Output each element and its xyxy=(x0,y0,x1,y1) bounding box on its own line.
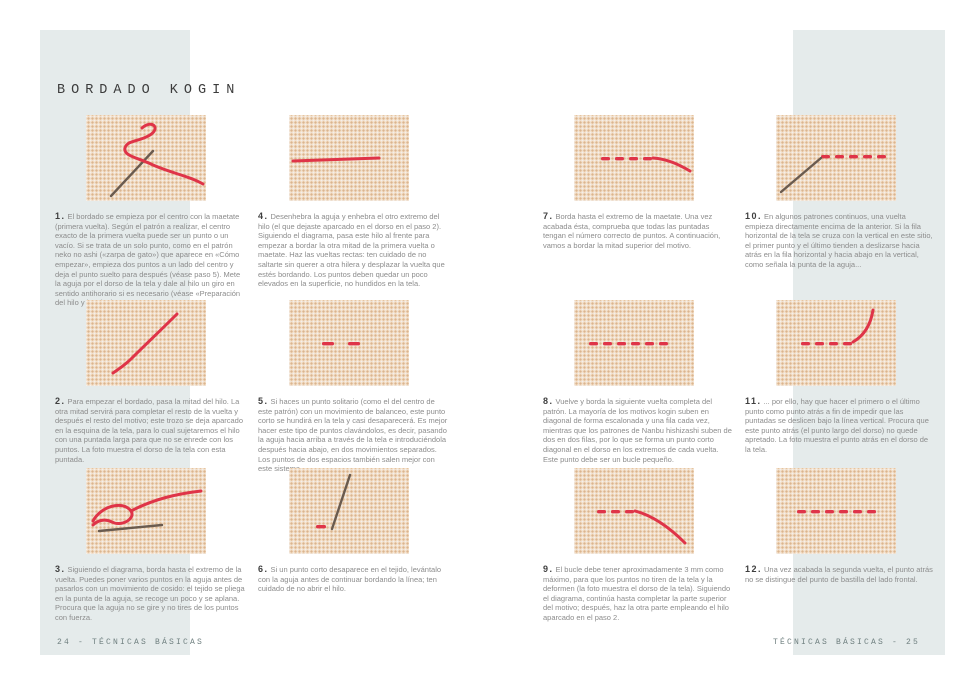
stitch-art xyxy=(111,312,179,375)
step-number: 7. xyxy=(543,211,554,221)
step-5-photo xyxy=(289,300,409,386)
step-text: Si haces un punto solitario (como el del… xyxy=(258,397,448,474)
step-1-caption: 1. El bordado se empieza por el centro co… xyxy=(55,211,245,308)
step-text: ... por ello, hay que hacer el primero o… xyxy=(745,397,929,454)
step-text: Si un punto corto desaparece en el tejid… xyxy=(258,565,442,594)
step-text: Para empezar el bordado, pasa la mitad d… xyxy=(55,397,244,464)
step-number: 11. xyxy=(745,396,762,406)
step-text: Siguiendo el diagrama, borda hasta el ex… xyxy=(55,565,245,622)
stitch-art xyxy=(597,509,687,545)
step-number: 3. xyxy=(55,564,66,574)
step-4: 4. Desenhebra la aguja y enhebra el otro … xyxy=(258,115,448,289)
step-11: 11.... por ello, hay que hacer el primer… xyxy=(745,300,935,455)
step-text: Borda hasta el extremo de la maetate. Un… xyxy=(543,212,721,250)
step-8: 8. Vuelve y borda la siguiente vuelta com… xyxy=(543,300,733,464)
step-8-photo xyxy=(574,300,694,386)
step-1-photo xyxy=(86,115,206,201)
step-number: 6. xyxy=(258,564,269,574)
step-10-photo xyxy=(776,115,896,201)
step-8-caption: 8. Vuelve y borda la siguiente vuelta com… xyxy=(543,396,733,464)
step-3: 3. Siguiendo el diagrama, borda hasta el … xyxy=(55,468,245,623)
step-text: En algunos patrones continuos, una vuelt… xyxy=(745,212,933,269)
page-title: BORDADO KOGIN xyxy=(57,83,241,98)
column-steps-10-12: 10. En algunos patrones continuos, una vu… xyxy=(745,0,935,700)
column-steps-1-3: 1. El bordado se empieza por el centro co… xyxy=(55,0,245,700)
step-12: 12. Una vez acabada la segunda vuelta, el… xyxy=(745,468,935,584)
step-number: 1. xyxy=(55,211,66,221)
step-text: El bordado se empieza por el centro con … xyxy=(55,212,241,308)
step-7: 7. Borda hasta el extremo de la maetate. … xyxy=(543,115,733,250)
step-6-photo xyxy=(289,468,409,554)
stitch-art xyxy=(91,489,203,533)
stitch-art xyxy=(322,342,360,346)
stitch-art xyxy=(801,308,875,346)
page-number-right: TÉCNICAS BÁSICAS - 25 xyxy=(772,638,920,647)
step-text: El bucle debe tener aproximadamente 3 mm… xyxy=(543,565,731,622)
step-5: 5. Si haces un punto solitario (como el d… xyxy=(258,300,448,474)
step-number: 8. xyxy=(543,396,554,406)
step-10: 10. En algunos patrones continuos, una vu… xyxy=(745,115,935,270)
column-steps-4-6: 4. Desenhebra la aguja y enhebra el otro … xyxy=(258,0,448,700)
step-6: 6. Si un punto corto desaparece en el tej… xyxy=(258,468,448,594)
step-12-caption: 12. Una vez acabada la segunda vuelta, el… xyxy=(745,564,935,584)
step-2-caption: 2. Para empezar el bordado, pasa la mitad… xyxy=(55,396,245,464)
stitch-art xyxy=(589,342,668,346)
stitch-art xyxy=(797,510,876,514)
step-7-caption: 7. Borda hasta el extremo de la maetate. … xyxy=(543,211,733,250)
stitch-art xyxy=(291,156,381,163)
stitch-art xyxy=(316,473,352,531)
step-3-photo xyxy=(86,468,206,554)
step-11-caption: 11.... por ello, hay que hacer el primer… xyxy=(745,396,935,455)
page-number-left: 24 - TÉCNICAS BÁSICAS xyxy=(57,638,205,647)
step-text: Desenhebra la aguja y enhebra el otro ex… xyxy=(258,212,445,289)
step-text: Una vez acabada la segunda vuelta, el pu… xyxy=(745,565,933,584)
step-number: 4. xyxy=(258,211,269,221)
step-10-caption: 10. En algunos patrones continuos, una vu… xyxy=(745,211,935,270)
step-12-photo xyxy=(776,468,896,554)
step-9-photo xyxy=(574,468,694,554)
step-number: 9. xyxy=(543,564,554,574)
step-9-caption: 9. El bucle debe tener aproximadamente 3 … xyxy=(543,564,733,623)
step-2-photo xyxy=(86,300,206,386)
step-1: 1. El bordado se empieza por el centro co… xyxy=(55,115,245,308)
step-6-caption: 6. Si un punto corto desaparece en el tej… xyxy=(258,564,448,594)
step-number: 10. xyxy=(745,211,763,221)
step-number: 2. xyxy=(55,396,66,406)
step-4-photo xyxy=(289,115,409,201)
step-7-photo xyxy=(574,115,694,201)
column-steps-7-9: 7. Borda hasta el extremo de la maetate. … xyxy=(543,0,733,700)
step-number: 5. xyxy=(258,396,269,406)
step-4-caption: 4. Desenhebra la aguja y enhebra el otro … xyxy=(258,211,448,289)
step-5-caption: 5. Si haces un punto solitario (como el d… xyxy=(258,396,448,474)
step-number: 12. xyxy=(745,564,763,574)
step-11-photo xyxy=(776,300,896,386)
stitch-art xyxy=(601,156,692,173)
step-9: 9. El bucle debe tener aproximadamente 3 … xyxy=(543,468,733,623)
step-2: 2. Para empezar el bordado, pasa la mitad… xyxy=(55,300,245,464)
step-text: Vuelve y borda la siguiente vuelta compl… xyxy=(543,397,732,464)
stitch-art xyxy=(109,122,205,198)
stitch-art xyxy=(779,155,886,194)
step-3-caption: 3. Siguiendo el diagrama, borda hasta el … xyxy=(55,564,245,623)
